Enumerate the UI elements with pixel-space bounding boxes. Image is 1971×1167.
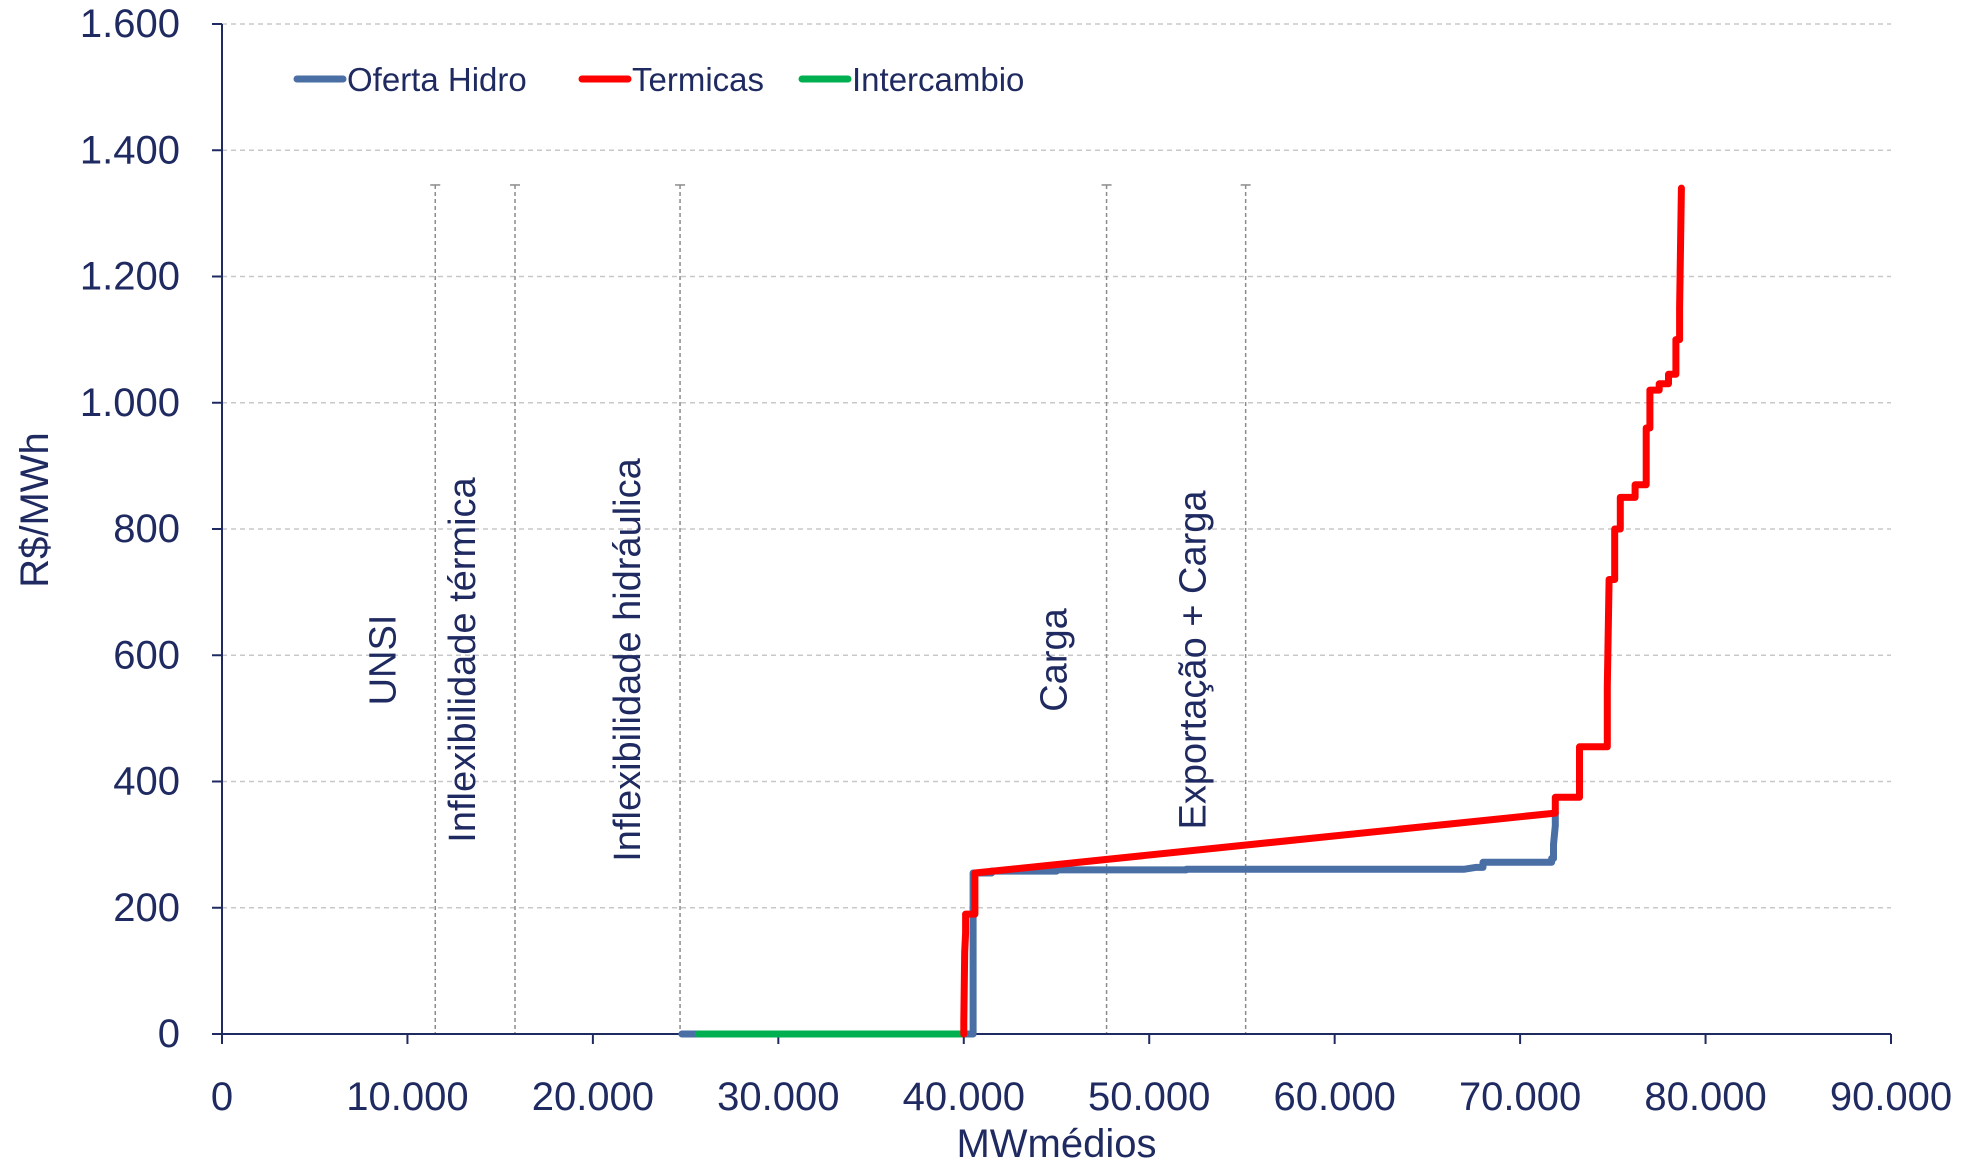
series-line — [960, 184, 1685, 1038]
y-tick-label: 400 — [113, 760, 180, 804]
y-tick-label: 1.000 — [80, 381, 180, 425]
legend-label: Oferta Hidro — [347, 61, 527, 98]
marker-label: UNSI — [362, 615, 404, 706]
x-tick-label: 40.000 — [903, 1075, 1025, 1119]
marker-label: Inflexibilidade térmica — [442, 476, 484, 842]
y-tick-label: 1.200 — [80, 255, 180, 299]
x-tick-label: 60.000 — [1273, 1075, 1395, 1119]
x-tick-label: 90.000 — [1830, 1075, 1952, 1119]
y-axis-title: R$/MWh — [13, 432, 57, 588]
x-tick-label: 80.000 — [1644, 1075, 1766, 1119]
y-tick-label: 1.600 — [80, 2, 180, 46]
x-tick-label: 50.000 — [1088, 1075, 1210, 1119]
marker-label: Inflexibilidade hidráulica — [607, 457, 649, 861]
legend-label: Intercambio — [852, 61, 1024, 98]
x-tick-label: 10.000 — [346, 1075, 468, 1119]
x-tick-label: 70.000 — [1459, 1075, 1581, 1119]
y-tick-label: 800 — [113, 507, 180, 551]
x-tick-label: 0 — [211, 1075, 233, 1119]
x-tick-label: 30.000 — [717, 1075, 839, 1119]
marker-label: Exportação + Carga — [1173, 490, 1215, 830]
series-line — [678, 809, 1559, 1038]
y-tick-label: 0 — [158, 1012, 180, 1056]
y-tick-label: 200 — [113, 886, 180, 930]
x-tick-label: 20.000 — [532, 1075, 654, 1119]
axes: 0 200 400 600 800 1.000 1.200 1.400 1.600 0 10.000… — [80, 2, 1952, 1119]
series-lines — [678, 184, 1685, 1038]
x-axis-title: MWmédios — [956, 1122, 1156, 1166]
legend-label: Termicas — [632, 61, 764, 98]
legend: Oferta Hidro Termicas Intercambio — [293, 61, 1024, 98]
vertical-markers: UNSI Inflexibilidade térmica Inflexibilida… — [362, 184, 1251, 1034]
marker-label: Carga — [1034, 607, 1076, 711]
y-tick-label: 600 — [113, 633, 180, 677]
y-tick-label: 1.400 — [80, 128, 180, 172]
